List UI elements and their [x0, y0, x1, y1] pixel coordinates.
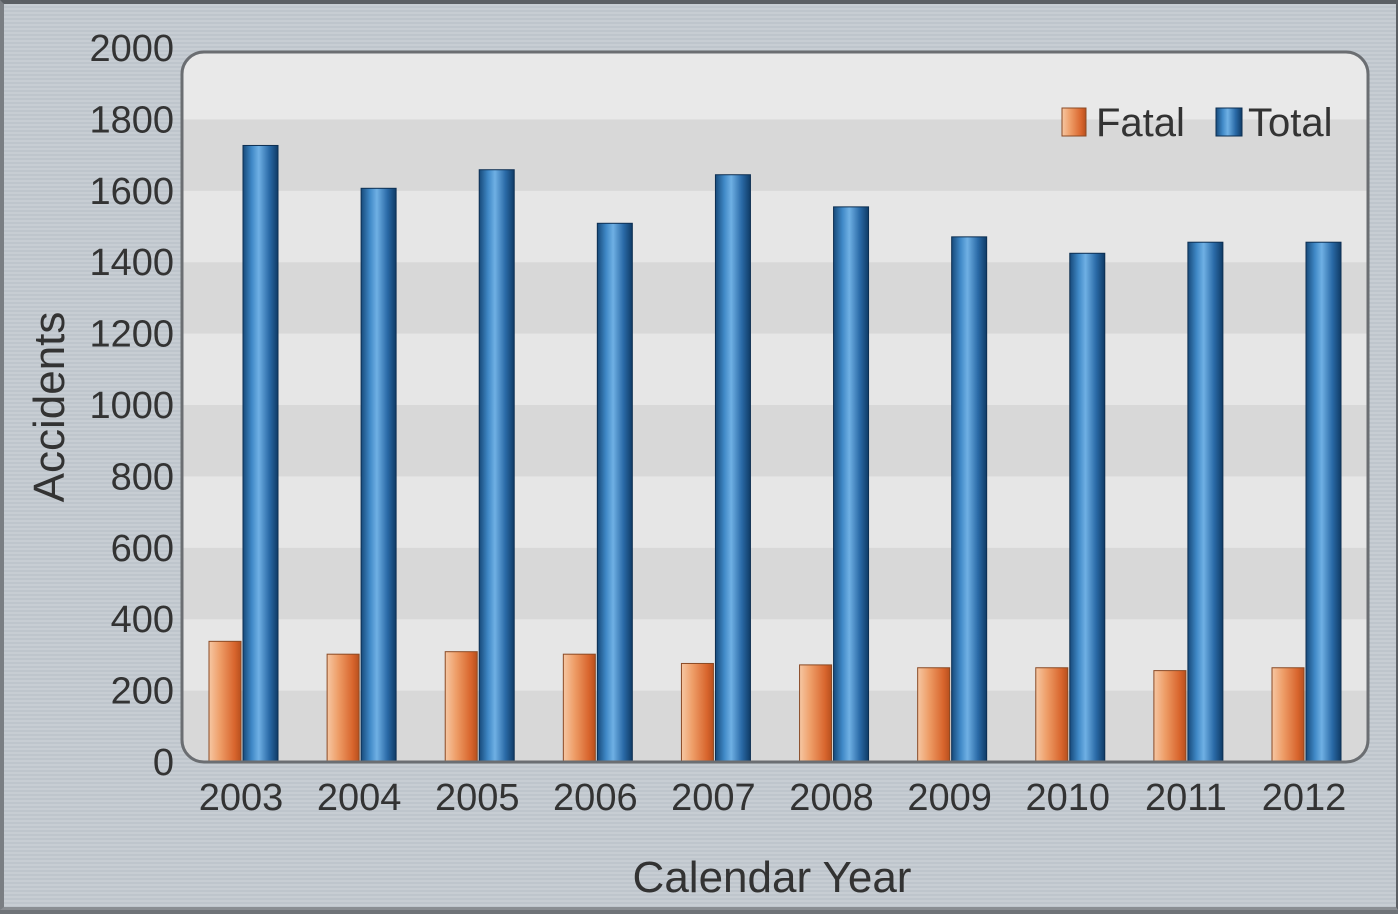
x-tick-label: 2012: [1262, 777, 1347, 819]
y-tick-label: 2000: [89, 28, 174, 70]
x-tick-label: 2003: [199, 777, 284, 819]
x-tick-label: 2005: [435, 777, 520, 819]
legend: Fatal Total: [1061, 101, 1333, 145]
bar-chart: 0 200 400 600 800 1000 1200 1400 1600 1800 2000 20…: [25, 28, 1370, 902]
bar-fatal-2010: [1035, 667, 1069, 763]
y-tick-label: 1600: [89, 171, 174, 213]
bar-fatal-2009: [917, 667, 951, 763]
x-tick-label: 2004: [317, 777, 402, 819]
x-tick-label: 2006: [553, 777, 638, 819]
bar-total-2003: [242, 144, 279, 763]
bar-total-2007: [714, 174, 751, 763]
x-tick-label: 2010: [1026, 777, 1111, 819]
bar-total-2004: [360, 187, 397, 763]
plot-border: [180, 50, 1370, 764]
x-tick-label: 2011: [1145, 777, 1227, 819]
y-tick-label: 1000: [89, 385, 174, 427]
bar-fatal-2012: [1271, 667, 1305, 763]
bar-total-2011: [1187, 241, 1224, 763]
y-tick-label: 1800: [89, 99, 174, 141]
x-tick-label: 2007: [671, 777, 756, 819]
bar-fatal-2003: [208, 640, 242, 763]
y-axis-title: Accidents: [25, 312, 74, 503]
bar-fatal-2004: [326, 653, 360, 763]
bar-fatal-2007: [680, 662, 714, 763]
x-tick-label: 2009: [907, 777, 992, 819]
y-tick-label: 200: [111, 671, 174, 713]
bar-total-2009: [951, 236, 988, 763]
bar-fatal-2008: [799, 664, 833, 763]
bar-fatal-2011: [1153, 670, 1187, 763]
bar-fatal-2006: [562, 653, 596, 763]
x-tick-label: 2008: [789, 777, 874, 819]
legend-swatch-fatal: [1061, 107, 1087, 137]
y-tick-label: 0: [153, 742, 174, 784]
x-axis-title: Calendar Year: [633, 853, 912, 902]
bars-group: [208, 144, 1342, 763]
bar-total-2005: [478, 169, 515, 763]
y-tick-label: 1400: [89, 242, 174, 284]
y-tick-label: 800: [111, 456, 174, 498]
bar-total-2006: [596, 222, 633, 763]
legend-swatch-total: [1215, 107, 1243, 137]
legend-label-fatal: Fatal: [1096, 101, 1185, 145]
bar-total-2012: [1305, 241, 1342, 763]
bar-fatal-2005: [444, 651, 478, 763]
x-axis-ticks: 2003 2004 2005 2006 2007 2008 2009 2010 2011 2012: [199, 777, 1347, 819]
y-tick-label: 400: [111, 599, 174, 641]
y-tick-label: 1200: [89, 314, 174, 356]
grid-band: [182, 119, 1368, 191]
y-tick-label: 600: [111, 528, 174, 570]
y-axis-ticks: 0 200 400 600 800 1000 1200 1400 1600 1800 2000: [89, 28, 174, 784]
bar-total-2010: [1069, 252, 1106, 763]
bar-total-2008: [833, 206, 870, 763]
legend-label-total: Total: [1248, 101, 1333, 145]
